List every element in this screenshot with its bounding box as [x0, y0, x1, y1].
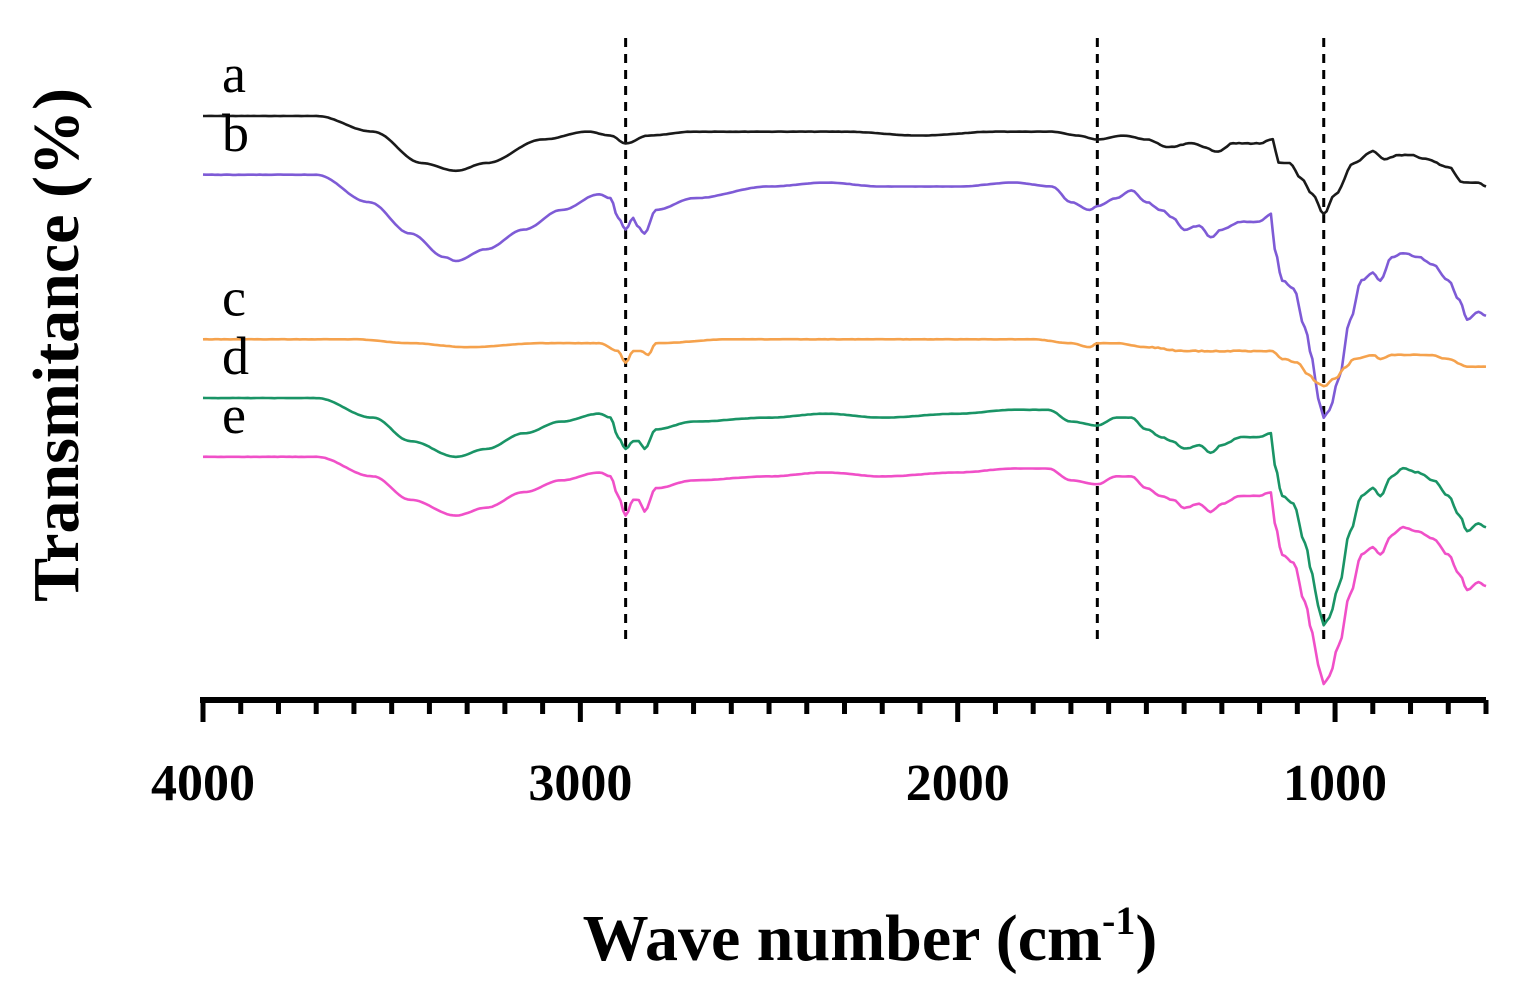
- series-label-c: c: [222, 267, 246, 327]
- series-line-b: [202, 173, 1487, 420]
- x-axis-title-sup: -1: [1102, 898, 1135, 943]
- x-tick-labels: 4000 3000 2000 1000: [151, 755, 1387, 812]
- x-tick-label-3000: 3000: [528, 755, 632, 812]
- series-line-e: [202, 455, 1487, 686]
- x-axis-title: Wave number (cm-1): [583, 898, 1158, 975]
- series-label-e: e: [222, 385, 246, 445]
- x-tick-label-4000: 4000: [151, 755, 255, 812]
- y-axis-title: Transmitance (%): [20, 88, 93, 602]
- series-label-a: a: [222, 44, 246, 104]
- series-label-d: d: [222, 326, 249, 386]
- series-label-b: b: [222, 103, 249, 163]
- series-line-d: [202, 396, 1487, 627]
- x-axis-title-close: ): [1135, 902, 1157, 975]
- x-tick-label-2000: 2000: [906, 755, 1010, 812]
- x-axis-title-main: Wave number (cm: [583, 902, 1102, 975]
- series-line-a: [203, 114, 1487, 216]
- series-labels: ab cde: [222, 44, 249, 445]
- x-axis: [200, 697, 1489, 722]
- series-lines: [202, 114, 1487, 686]
- x-tick-label-1000: 1000: [1283, 755, 1387, 812]
- series-line-c: [202, 337, 1487, 388]
